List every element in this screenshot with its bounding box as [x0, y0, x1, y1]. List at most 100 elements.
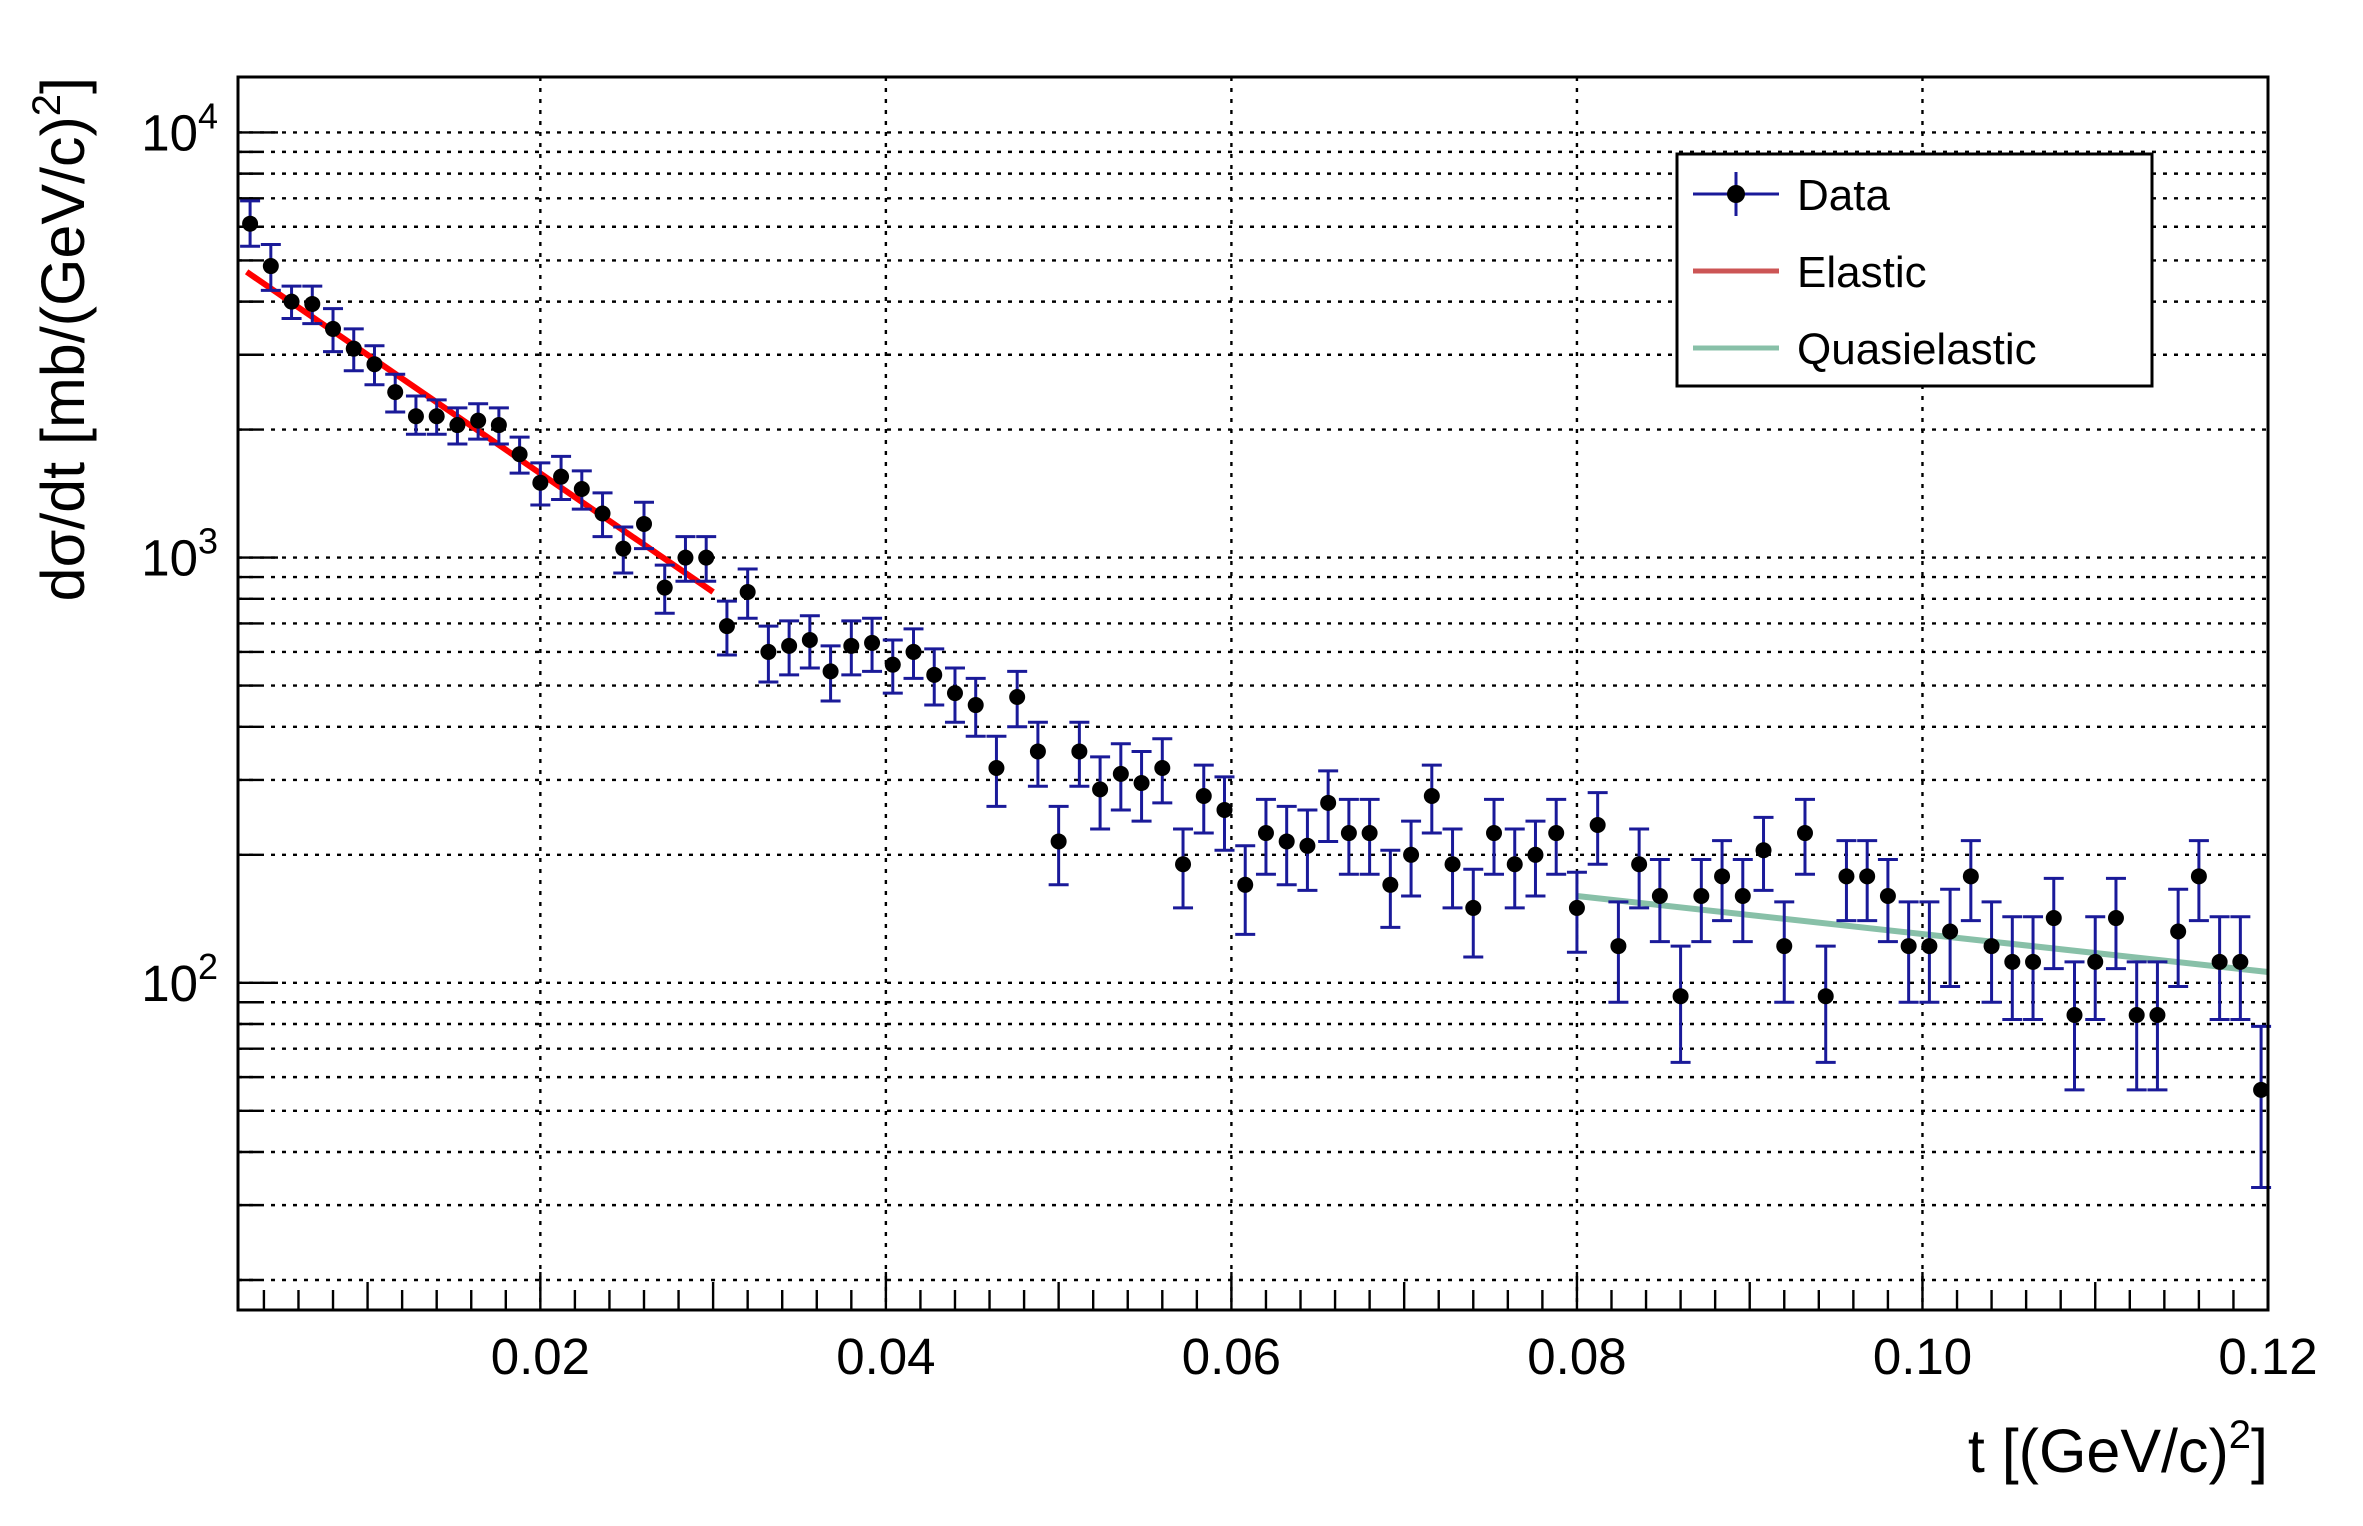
- data-point-group: [882, 638, 903, 695]
- data-point: [2004, 953, 2021, 970]
- legend-marker-point: [1727, 185, 1745, 203]
- x-axis-title-sup: 2: [2229, 1413, 2251, 1457]
- data-point-group: [1649, 857, 1670, 944]
- x-tick-label: 0.10: [1873, 1328, 1972, 1385]
- data-point-group: [2126, 960, 2147, 1092]
- data-point-group: [468, 402, 489, 441]
- x-axis-title-end: ]: [2251, 1417, 2268, 1485]
- data-point: [1175, 856, 1192, 873]
- grid: [238, 77, 2268, 1310]
- data-point-group: [1774, 900, 1795, 1004]
- data-point: [905, 643, 922, 660]
- data-point-group: [1981, 900, 2002, 1004]
- data-point-group: [592, 491, 613, 539]
- data-point-group: [1069, 720, 1090, 788]
- data-point: [1195, 787, 1212, 804]
- data-point-group: [820, 644, 841, 703]
- y-tick-label-exponent: 4: [198, 95, 218, 136]
- data-point: [1403, 846, 1420, 863]
- data-point: [1589, 817, 1606, 834]
- data-point-group: [509, 435, 530, 475]
- data-point: [656, 579, 673, 596]
- data-point-group: [1608, 900, 1629, 1004]
- x-tick-label: 0.08: [1527, 1328, 1626, 1385]
- data-point: [490, 417, 507, 434]
- data-point-group: [862, 616, 883, 673]
- x-tick-labels: 0.02 0.04 0.06 0.08 0.10 0.12: [491, 1328, 2318, 1385]
- data-point-group: [1836, 839, 1857, 923]
- data-point-group: [1691, 857, 1712, 944]
- data-point-group: [634, 500, 654, 551]
- data-point-group: [716, 599, 737, 657]
- data-point: [573, 480, 590, 497]
- data-point-group: [1484, 797, 1505, 876]
- data-point: [1796, 825, 1813, 842]
- data-point: [1859, 868, 1876, 885]
- data-point-group: [1504, 827, 1525, 910]
- y-axis-title: dσ/dt [mb/(GeV/c)2]: [25, 77, 97, 601]
- data-point-group: [903, 627, 924, 680]
- data-point-group: [1318, 769, 1339, 843]
- data-point: [1817, 988, 1834, 1005]
- data-point-group: [1401, 819, 1422, 898]
- data-point: [781, 637, 798, 654]
- data-point: [1444, 856, 1461, 873]
- data-point-group: [2064, 960, 2085, 1092]
- data-point-group: [1940, 887, 1961, 989]
- data-point: [2149, 1006, 2166, 1023]
- data-point-group: [986, 734, 1007, 808]
- data-point-group: [2147, 960, 2168, 1092]
- data-point: [2107, 910, 2124, 927]
- legend-entry-elastic: Elastic: [1693, 248, 1927, 297]
- data-point: [1361, 825, 1378, 842]
- data-point-group: [426, 398, 447, 436]
- data-point: [1983, 938, 2000, 955]
- data-point: [2045, 910, 2062, 927]
- data-point-group: [1048, 804, 1069, 887]
- data-point-group: [1421, 763, 1442, 835]
- data-point: [1009, 689, 1026, 706]
- data-point-group: [1380, 848, 1401, 929]
- data-point: [2211, 953, 2228, 970]
- y-tick-label: 102: [141, 946, 218, 1012]
- data-point-group: [240, 199, 261, 248]
- data-point-group: [1463, 867, 1484, 959]
- data-point-group: [799, 614, 820, 670]
- data-point: [1340, 825, 1357, 842]
- data-point: [1029, 743, 1046, 760]
- data-point-group: [1732, 857, 1753, 944]
- legend-label: Data: [1797, 171, 1890, 220]
- data-point: [1962, 868, 1979, 885]
- data-point: [1278, 833, 1295, 850]
- axis-ticks: [238, 131, 2270, 1310]
- data-point-group: [1960, 839, 1981, 923]
- data-point: [262, 258, 279, 275]
- data-point-group: [343, 327, 364, 373]
- data-point: [698, 549, 715, 566]
- data-point-group: [654, 563, 675, 615]
- data-point-group: [1525, 819, 1546, 898]
- data-point: [822, 663, 839, 680]
- data-point-group: [1173, 827, 1194, 910]
- data-point: [1631, 856, 1648, 873]
- legend-label: Quasielastic: [1797, 325, 2037, 374]
- data-point: [1465, 899, 1482, 916]
- data-point: [553, 468, 570, 485]
- data-point-group: [613, 525, 634, 575]
- data-point-group: [1794, 797, 1815, 876]
- data-point: [884, 656, 901, 673]
- data-point: [325, 320, 342, 337]
- data-point-group: [488, 406, 509, 446]
- data-point: [2025, 953, 2042, 970]
- data-point: [760, 643, 777, 660]
- data-point: [1071, 743, 1088, 760]
- data-point: [532, 474, 549, 491]
- data-point: [470, 412, 487, 429]
- data-point: [407, 408, 424, 425]
- data-point: [1423, 787, 1440, 804]
- data-point: [1050, 833, 1067, 850]
- data-point-group: [1110, 742, 1131, 812]
- data-point: [449, 417, 466, 434]
- data-point: [511, 446, 528, 463]
